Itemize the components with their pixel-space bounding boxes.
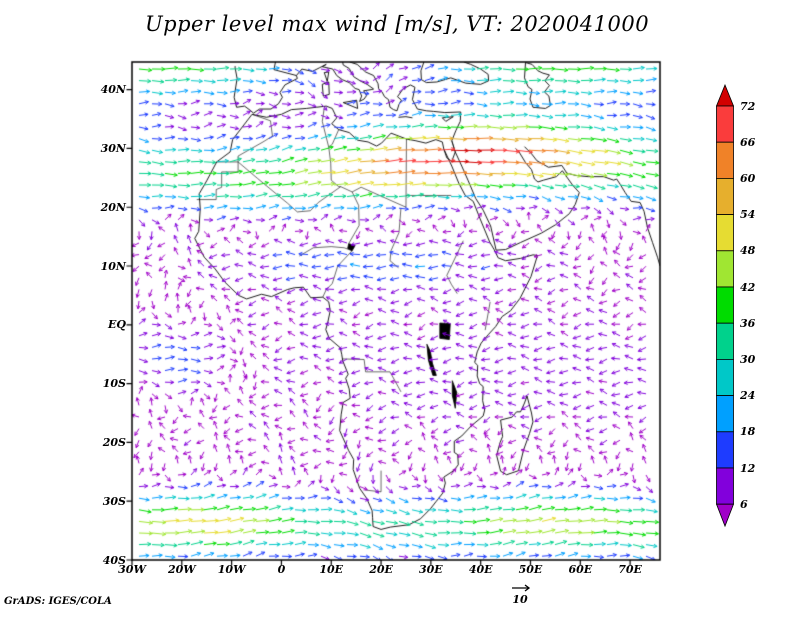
colorbar-tick-label: 12 [740, 461, 756, 475]
colorbar-tick-label: 48 [740, 244, 756, 258]
y-tick-label: 10S [102, 377, 126, 391]
y-tick-label: 40N [100, 83, 126, 97]
colorbar-arrow-bottom [715, 503, 735, 528]
y-tick-label: 30S [102, 494, 126, 508]
colorbar-segment [716, 358, 734, 396]
colorbar-tick-label: 24 [740, 389, 756, 403]
colorbar-tick-label: 60 [740, 171, 756, 185]
x-tick-label: 30E [419, 563, 443, 576]
y-tick-label: 10N [100, 259, 126, 273]
colorbar-segment [716, 431, 734, 469]
x-tick-label: 50E [518, 563, 543, 576]
colorbar-segment [716, 214, 734, 252]
x-tick-label: 60E [568, 563, 593, 576]
colorbar-tick-label: 36 [740, 316, 756, 330]
x-tick-label: 10E [319, 563, 344, 576]
grads-credit: GrADS: IGES/COLA [4, 596, 112, 607]
colorbar-tick-label: 6 [740, 497, 748, 511]
colorbar-segment [716, 395, 734, 433]
colorbar [715, 83, 742, 532]
x-tick-label: 20W [167, 563, 196, 576]
colorbar-tick-label: 30 [740, 352, 756, 366]
colorbar-arrow-top [715, 83, 735, 107]
reference-vector-label: 10 [512, 593, 528, 606]
x-tick-label: 40E [468, 563, 493, 576]
y-tick-label: 20S [102, 435, 126, 449]
colorbar-segment [716, 141, 734, 179]
colorbar-tick-label: 42 [740, 280, 756, 294]
reference-vector: 10 [498, 583, 542, 605]
y-tick-label: 20N [100, 200, 126, 214]
colorbar-segment [716, 105, 734, 143]
x-tick-label: 70E [618, 563, 642, 576]
colorbar-tick-label: 66 [740, 135, 756, 149]
colorbar-tick-label: 72 [740, 99, 756, 113]
colorbar-segment [716, 322, 734, 360]
colorbar-scale [715, 83, 735, 528]
reference-arrow-icon [512, 584, 531, 592]
x-tick-label: 20E [369, 563, 393, 576]
colorbar-segment [716, 250, 734, 288]
colorbar-tick-label: 18 [740, 425, 756, 439]
x-tick-label: 10W [217, 563, 246, 576]
colorbar-segment [716, 178, 734, 216]
x-tick-label: 30W [118, 563, 146, 576]
colorbar-segment [716, 286, 734, 324]
colorbar-segment [716, 467, 734, 505]
x-tick-label: 0 [277, 563, 286, 576]
colorbar-tick-label: 54 [740, 208, 756, 222]
y-tick-label: EQ [108, 318, 126, 332]
y-tick-label: 40S [102, 553, 126, 567]
y-tick-label: 30N [100, 141, 126, 155]
